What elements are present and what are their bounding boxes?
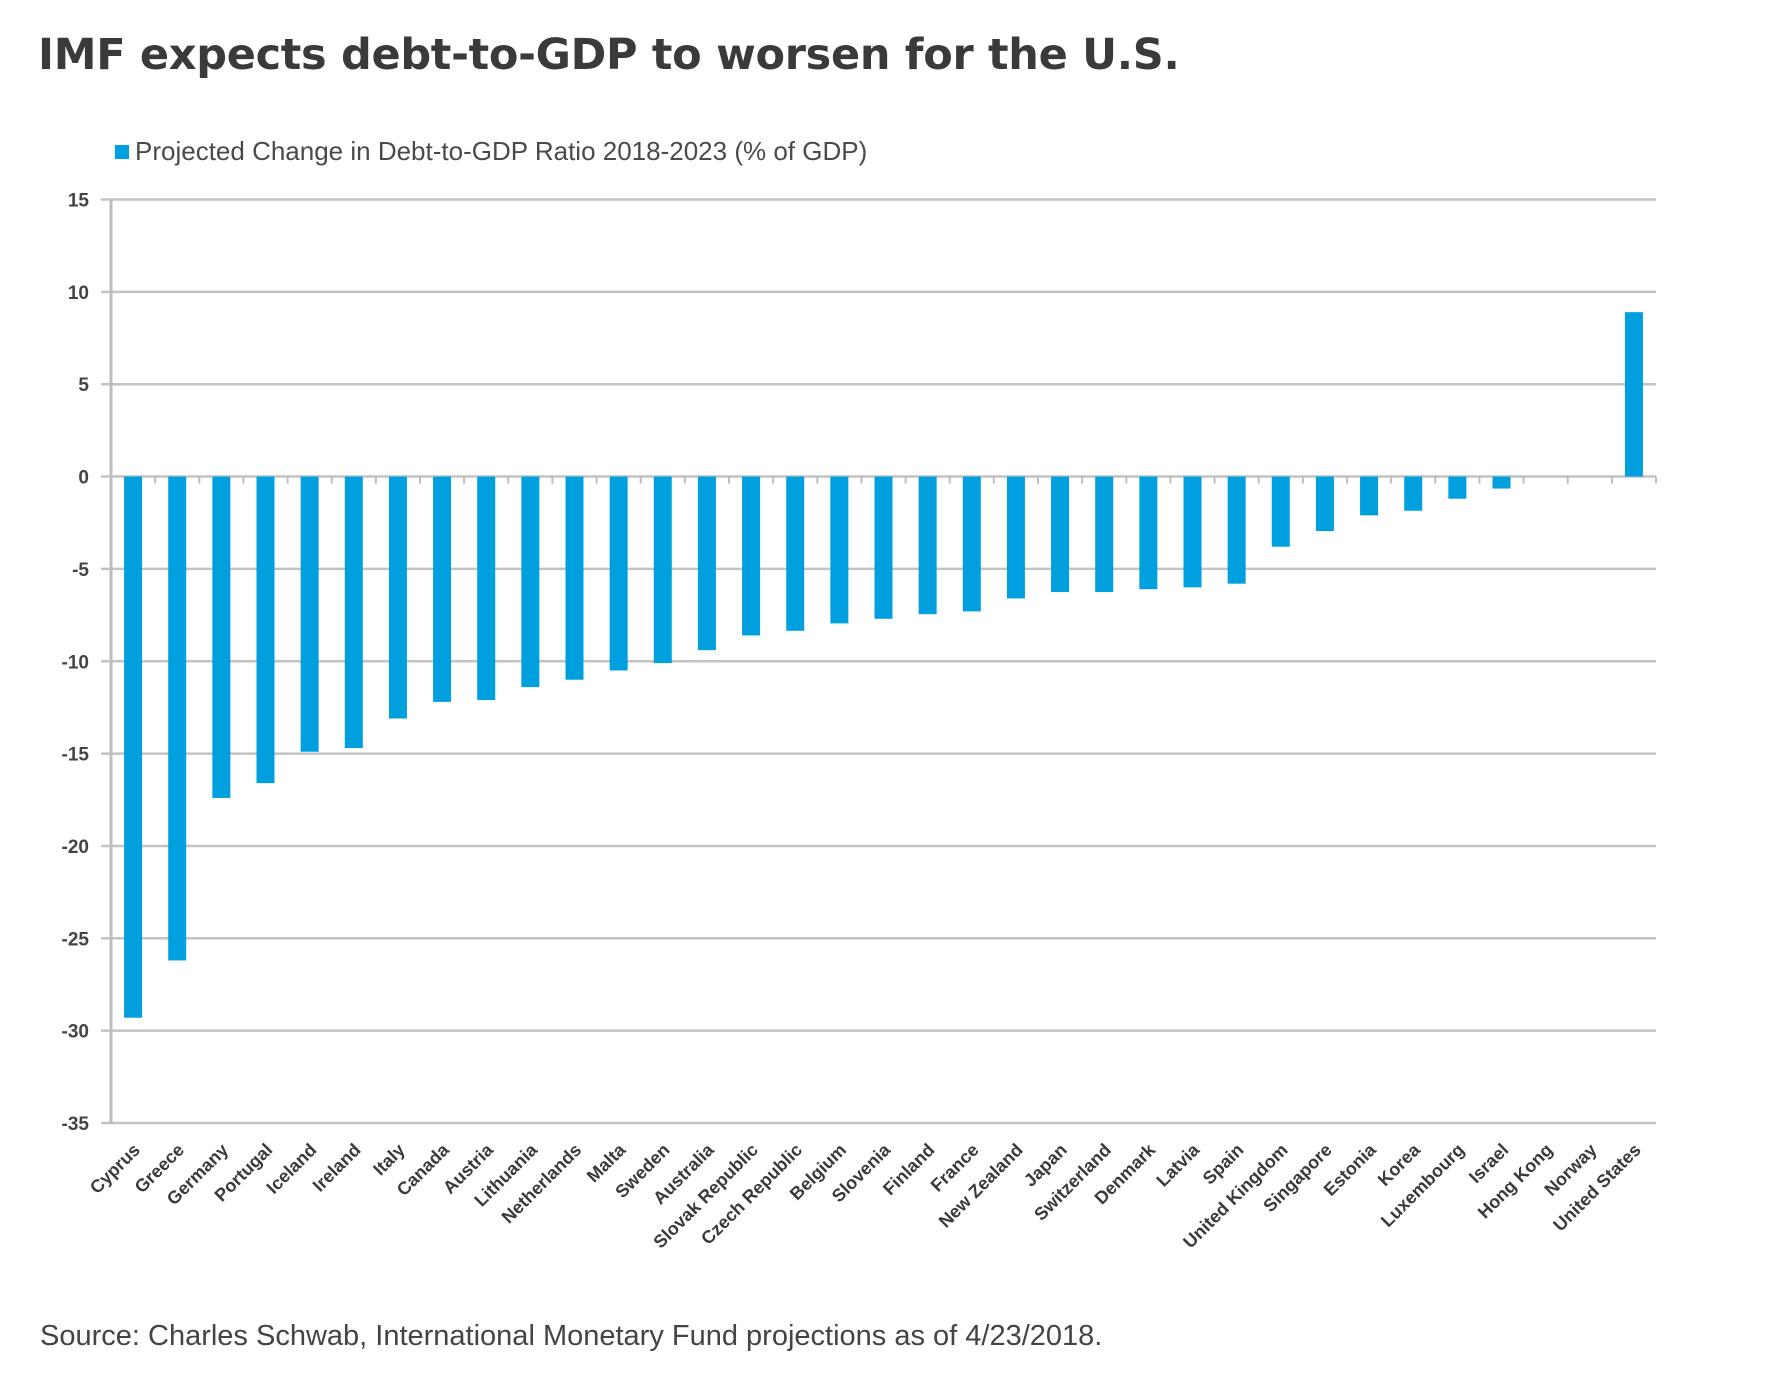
x-category-label: Iceland bbox=[262, 1140, 320, 1198]
bar-italy bbox=[388, 476, 407, 719]
y-tick-label: -35 bbox=[62, 1114, 90, 1135]
legend-swatch-icon bbox=[115, 144, 129, 159]
bar-israel bbox=[1492, 476, 1511, 489]
bar-czech-republic bbox=[786, 476, 805, 631]
bar-luxembourg bbox=[1448, 476, 1467, 499]
bar-united-states bbox=[1624, 312, 1643, 477]
chart-title: IMF expects debt-to-GDP to worsen for th… bbox=[38, 30, 1180, 80]
bars bbox=[124, 312, 1643, 1018]
bar-switzerland bbox=[1095, 476, 1114, 592]
y-tick-label: -15 bbox=[62, 745, 90, 766]
y-tick-label: -10 bbox=[62, 652, 89, 673]
x-category-label: Ireland bbox=[309, 1140, 365, 1196]
legend-label: Projected Change in Debt-to-GDP Ratio 20… bbox=[135, 136, 868, 166]
y-tick-label: -20 bbox=[62, 837, 89, 858]
x-category-label: Cyprus bbox=[86, 1140, 144, 1198]
bar-austria bbox=[477, 476, 496, 701]
bar-slovenia bbox=[874, 476, 893, 619]
bar-malta bbox=[609, 476, 628, 671]
y-tick-label: 10 bbox=[68, 283, 89, 304]
bar-singapore bbox=[1315, 476, 1334, 532]
bar-canada bbox=[433, 476, 452, 702]
bar-cyprus bbox=[124, 476, 143, 1018]
bar-spain bbox=[1227, 476, 1246, 584]
y-tick-label: 5 bbox=[78, 375, 89, 396]
bar-new-zealand bbox=[1006, 476, 1025, 599]
bar-latvia bbox=[1183, 476, 1202, 588]
bar-france bbox=[962, 476, 981, 612]
bar-denmark bbox=[1139, 476, 1158, 590]
y-tick-label: -30 bbox=[62, 1022, 89, 1043]
bar-lithuania bbox=[521, 476, 540, 688]
bar-netherlands bbox=[565, 476, 584, 680]
bar-belgium bbox=[830, 476, 849, 624]
x-category-label: Latvia bbox=[1152, 1139, 1204, 1191]
bar-ireland bbox=[344, 476, 363, 749]
gridlines bbox=[101, 198, 1656, 1125]
legend: Projected Change in Debt-to-GDP Ratio 20… bbox=[115, 136, 867, 167]
bar-greece bbox=[168, 476, 187, 961]
y-tick-label: 15 bbox=[68, 191, 90, 212]
source-note: Source: Charles Schwab, International Mo… bbox=[40, 1320, 1103, 1352]
axis-labels: 151050-5-10-15-20-25-30-35CyprusGreeceGe… bbox=[62, 191, 1645, 1253]
bar-japan bbox=[1051, 476, 1070, 592]
bar-iceland bbox=[300, 476, 319, 752]
bar-united-kingdom bbox=[1271, 476, 1290, 547]
bar-slovak-republic bbox=[742, 476, 761, 636]
bar-estonia bbox=[1360, 476, 1379, 516]
bar-australia bbox=[697, 476, 716, 651]
bar-finland bbox=[918, 476, 937, 615]
y-tick-label: -25 bbox=[62, 929, 90, 950]
bar-portugal bbox=[256, 476, 275, 784]
x-category-label: Italy bbox=[369, 1140, 409, 1180]
axes bbox=[109, 199, 1657, 1123]
bar-germany bbox=[212, 476, 231, 798]
y-tick-label: 0 bbox=[78, 468, 89, 489]
bar-sweden bbox=[653, 476, 672, 664]
y-tick-label: -5 bbox=[72, 560, 89, 581]
bar-korea bbox=[1404, 476, 1423, 511]
